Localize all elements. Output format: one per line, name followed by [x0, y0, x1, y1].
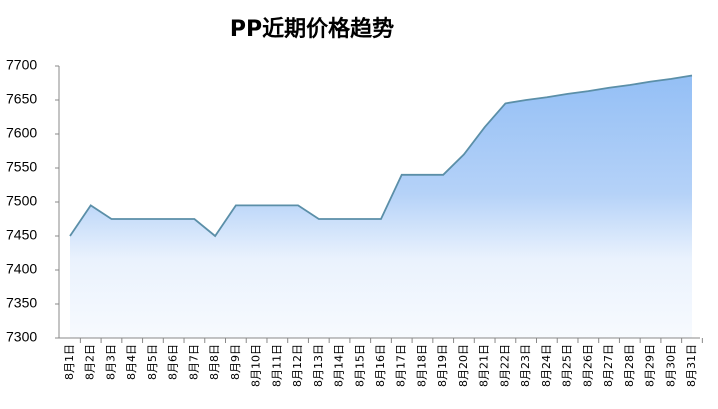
x-tick-label: 8月23日: [519, 344, 532, 387]
x-tick-label: 8月4日: [125, 344, 138, 380]
y-tick-label: 7350: [6, 295, 37, 311]
y-tick-label: 7600: [6, 125, 37, 141]
x-tick-label: 8月5日: [146, 344, 159, 380]
x-tick-label: 8月12日: [291, 344, 304, 387]
y-tick-label: 7400: [6, 261, 37, 277]
x-tick-label: 8月15日: [353, 344, 366, 387]
x-tick-label: 8月24日: [540, 344, 553, 387]
x-tick-label: 8月19日: [436, 344, 449, 387]
x-tick-label: 8月21日: [478, 344, 491, 387]
x-tick-label: 8月28日: [623, 344, 636, 387]
x-tick-label: 8月16日: [374, 344, 387, 387]
x-tick-label: 8月18日: [415, 344, 428, 387]
x-tick-label: 8月25日: [561, 344, 574, 387]
x-tick-label: 8月11日: [270, 344, 283, 387]
chart-title: PP近期价格趋势: [230, 16, 394, 42]
x-tick-label: 8月6日: [167, 344, 180, 380]
y-tick-label: 7300: [6, 329, 37, 345]
x-tick-label: 8月27日: [602, 344, 615, 387]
line: [69, 74, 693, 238]
x-tick-label: 8月29日: [644, 344, 657, 387]
y-tick-label: 7650: [6, 91, 37, 107]
x-tick-label: 8月30日: [664, 344, 677, 387]
area: [70, 75, 692, 339]
y-tick-label: 7500: [6, 193, 37, 209]
y-tick-label: 7700: [6, 57, 37, 73]
x-tick-label: 8月20日: [457, 344, 470, 387]
x-tick-label: 8月14日: [333, 344, 346, 387]
x-tick-label: 8月22日: [498, 344, 511, 387]
x-tick-label: 8月13日: [312, 344, 325, 387]
x-tick-label: 8月2日: [84, 344, 97, 380]
x-tick-label: 8月8日: [208, 344, 221, 380]
x-tick-label: 8月31日: [685, 344, 698, 387]
x-tick-label: 8月10日: [250, 344, 263, 387]
x-tick-label: 8月17日: [395, 344, 408, 387]
x-tick-label: 8月9日: [229, 344, 242, 380]
y-tick-label: 7550: [6, 159, 37, 175]
y-tick-label: 7450: [6, 227, 37, 243]
x-tick-label: 8月3日: [104, 344, 117, 380]
x-tick-label: 8月26日: [581, 344, 594, 387]
x-tick-label: 8月1日: [63, 344, 76, 380]
x-tick-label: 8月7日: [187, 344, 200, 380]
